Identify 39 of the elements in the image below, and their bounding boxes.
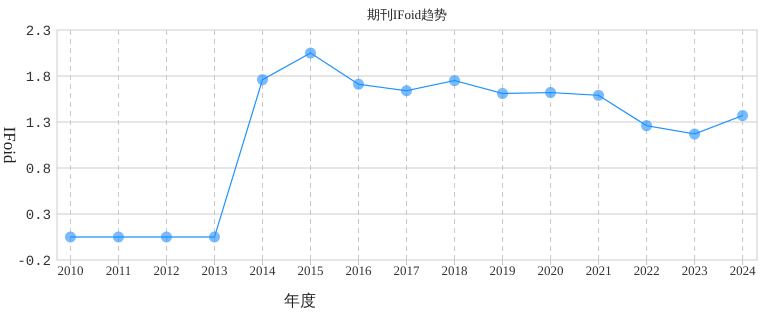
y-tick-label: 0.8 [26,162,51,178]
point [208,232,220,242]
x-tick-label: 2022 [634,263,660,278]
x-tick-label: 2011 [106,263,132,278]
point [353,78,364,90]
point [545,87,556,98]
point [497,88,508,99]
chart-title: 期刊IFoid趋势 [366,7,448,22]
x-tick-label: 2013 [201,263,228,278]
x-tick-label: 2021 [586,263,612,278]
y-tick-label: 1.3 [26,116,51,132]
x-axis-title: 年度 [284,292,316,310]
y-axis-title: IFoid [0,126,19,164]
x-tick-label: 2018 [442,263,468,278]
x-tick-label: 2023 [682,263,708,278]
x-tick-label: 2017 [394,263,420,278]
point [641,120,652,132]
point [112,232,124,242]
x-tick-label: 2015 [298,263,324,278]
x-tick-label: 2019 [490,263,516,278]
point [256,74,268,86]
point [64,232,76,242]
x-tick-label: 2014 [249,263,276,278]
x-tick-label: 2012 [153,263,180,278]
point [737,110,748,122]
x-tick-label: 2024 [730,263,756,278]
x-tick-label: 2020 [538,263,564,278]
y-tick-label: -0.2 [17,254,51,270]
y-tick-label: 1.8 [26,70,51,86]
x-tick-label: 2016 [346,263,372,278]
point [593,90,604,101]
y-tick-label: 2.3 [26,24,51,40]
point [689,128,700,140]
point [305,48,316,58]
x-tick-label: 2010 [57,263,84,278]
point [449,75,460,86]
point [401,85,412,96]
y-tick-label: 0.3 [26,208,51,224]
point [160,232,172,242]
